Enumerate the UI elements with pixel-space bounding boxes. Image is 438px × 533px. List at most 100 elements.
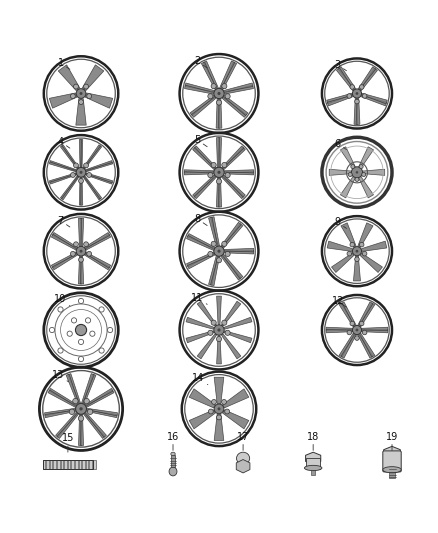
Ellipse shape	[84, 84, 88, 89]
Bar	[46, 459, 49, 469]
Polygon shape	[224, 248, 254, 252]
Polygon shape	[49, 173, 77, 183]
Bar	[61, 459, 63, 469]
Bar	[79, 459, 81, 469]
Ellipse shape	[356, 250, 358, 253]
Ellipse shape	[78, 357, 84, 362]
Polygon shape	[223, 148, 245, 170]
Polygon shape	[184, 170, 214, 173]
Ellipse shape	[225, 94, 230, 99]
Ellipse shape	[69, 409, 74, 415]
Polygon shape	[362, 169, 385, 175]
Bar	[57, 459, 60, 469]
Ellipse shape	[351, 167, 363, 178]
Polygon shape	[222, 301, 241, 326]
Ellipse shape	[211, 241, 216, 246]
Ellipse shape	[74, 163, 78, 168]
Ellipse shape	[74, 84, 78, 89]
Bar	[75, 459, 78, 469]
Ellipse shape	[58, 348, 63, 353]
Polygon shape	[57, 413, 79, 439]
Polygon shape	[45, 410, 76, 418]
Polygon shape	[81, 177, 83, 205]
Ellipse shape	[383, 467, 401, 473]
Bar	[86, 459, 88, 469]
Polygon shape	[84, 175, 102, 199]
Polygon shape	[306, 452, 321, 464]
Ellipse shape	[84, 163, 88, 168]
Polygon shape	[85, 389, 113, 406]
Ellipse shape	[359, 165, 363, 168]
Ellipse shape	[76, 88, 86, 98]
Ellipse shape	[87, 173, 92, 177]
Polygon shape	[186, 331, 214, 343]
Polygon shape	[83, 413, 105, 439]
Polygon shape	[79, 140, 81, 168]
Ellipse shape	[208, 409, 213, 414]
Ellipse shape	[49, 327, 55, 333]
Polygon shape	[85, 390, 114, 408]
Polygon shape	[216, 98, 220, 128]
Bar	[89, 459, 92, 469]
Polygon shape	[211, 256, 219, 286]
Polygon shape	[341, 334, 357, 358]
Bar	[171, 455, 175, 467]
Ellipse shape	[222, 163, 227, 167]
Polygon shape	[58, 65, 80, 91]
Ellipse shape	[84, 398, 89, 404]
Ellipse shape	[347, 252, 352, 256]
Polygon shape	[60, 146, 78, 169]
Ellipse shape	[84, 242, 88, 247]
Text: 14: 14	[192, 373, 208, 385]
Polygon shape	[219, 61, 235, 89]
Polygon shape	[52, 232, 78, 248]
Ellipse shape	[216, 415, 222, 420]
Ellipse shape	[74, 242, 78, 247]
Ellipse shape	[71, 94, 75, 99]
Ellipse shape	[78, 179, 84, 183]
Polygon shape	[185, 83, 215, 92]
Ellipse shape	[211, 84, 216, 88]
Polygon shape	[80, 219, 84, 247]
Ellipse shape	[350, 85, 354, 89]
Ellipse shape	[356, 92, 358, 95]
Polygon shape	[339, 303, 354, 327]
Bar	[42, 459, 45, 469]
Polygon shape	[223, 389, 249, 408]
Polygon shape	[50, 174, 77, 184]
Ellipse shape	[222, 84, 227, 88]
Ellipse shape	[356, 329, 358, 332]
Ellipse shape	[353, 89, 361, 98]
Bar	[64, 459, 67, 469]
Polygon shape	[224, 172, 254, 175]
Ellipse shape	[78, 298, 84, 304]
Polygon shape	[340, 147, 356, 169]
Polygon shape	[61, 176, 79, 200]
Polygon shape	[189, 389, 215, 408]
Polygon shape	[214, 377, 224, 403]
Polygon shape	[361, 93, 387, 104]
Polygon shape	[327, 241, 353, 252]
FancyBboxPatch shape	[383, 451, 401, 472]
Ellipse shape	[360, 243, 364, 247]
Ellipse shape	[99, 348, 104, 353]
Polygon shape	[184, 172, 214, 175]
Text: 10: 10	[54, 294, 70, 306]
Ellipse shape	[225, 252, 230, 256]
Polygon shape	[354, 98, 358, 124]
Ellipse shape	[75, 325, 87, 336]
Ellipse shape	[80, 92, 82, 95]
Polygon shape	[327, 95, 353, 106]
Polygon shape	[326, 327, 353, 330]
Polygon shape	[86, 408, 117, 416]
Text: 12: 12	[332, 296, 346, 307]
Polygon shape	[201, 62, 217, 90]
Polygon shape	[80, 256, 84, 284]
Ellipse shape	[351, 165, 355, 168]
Polygon shape	[221, 255, 241, 280]
Polygon shape	[361, 327, 388, 330]
Ellipse shape	[218, 407, 220, 410]
Polygon shape	[193, 148, 215, 170]
Text: 11: 11	[191, 293, 207, 304]
Ellipse shape	[225, 173, 230, 177]
